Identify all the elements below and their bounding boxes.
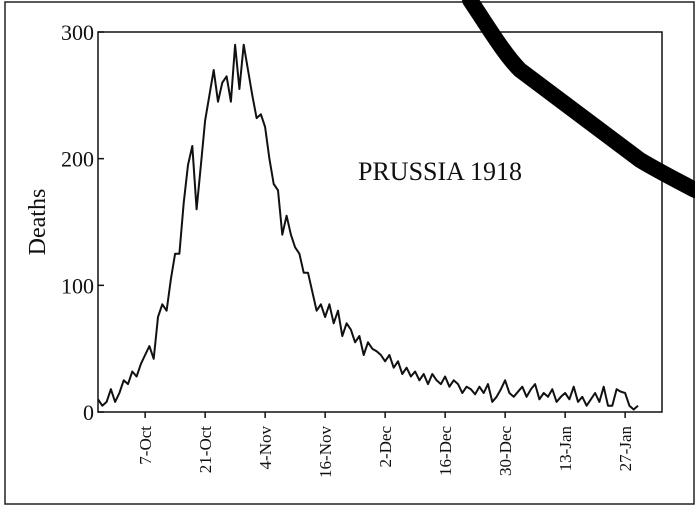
x-tick-label: 13-Jan [556, 426, 575, 472]
x-tick-label: 30-Dec [496, 426, 515, 476]
x-tick-label: 7-Oct [136, 426, 155, 465]
x-tick-label: 16-Dec [436, 426, 455, 476]
data-line [97, 43, 639, 411]
y-tick-label: 100 [61, 273, 94, 298]
plot-area [97, 31, 663, 413]
x-tick-label: 2-Dec [376, 426, 395, 468]
y-tick-label: 0 [83, 400, 94, 425]
x-tick-label: 27-Jan [616, 426, 635, 472]
scribble [462, 0, 695, 198]
frame [4, 1, 695, 505]
y-tick-label: 200 [61, 147, 94, 172]
x-tick-label: 21-Oct [196, 426, 215, 473]
x-tick-label: 4-Nov [256, 426, 275, 470]
y-tick-label: 300 [61, 20, 94, 45]
x-tick-label: 16-Nov [316, 426, 335, 478]
y-axis-label: Deaths [25, 189, 51, 256]
chart-title: PRUSSIA 1918 [358, 157, 522, 186]
